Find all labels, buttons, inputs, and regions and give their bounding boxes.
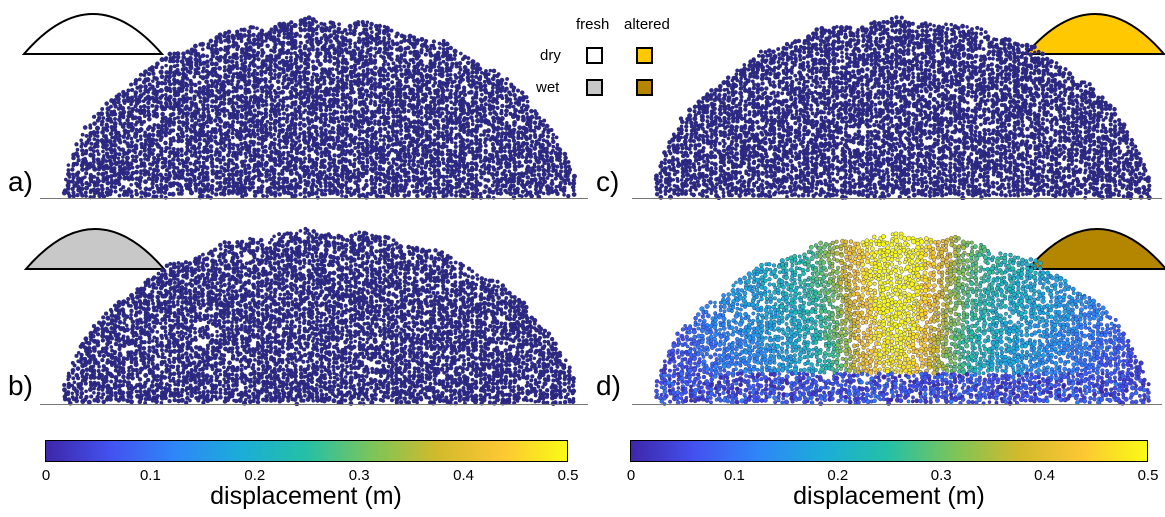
panel-b: b) (0, 215, 590, 415)
panel-d: d) (592, 215, 1165, 415)
colorbar-left: displacement (m) 0 0.1 0.2 0.3 0.4 0.5 (0, 430, 590, 517)
particle-pile-c (632, 15, 1162, 200)
pile-icon-b (24, 228, 166, 270)
swatch-dry-fresh (586, 47, 603, 64)
pile-icon-d (1026, 228, 1165, 270)
colorbar-tick-label: 0.3 (348, 467, 370, 484)
swatch-wet-altered (636, 79, 653, 96)
swatch-wet-fresh (586, 79, 603, 96)
legend-row-wet: wet (536, 79, 560, 96)
colorbar-tick-label: 0.4 (453, 467, 475, 484)
colorbar-tick-label: 0.2 (244, 467, 266, 484)
pile-icon-a (22, 13, 164, 55)
panel-label-b: b) (8, 370, 33, 401)
colorbar-gradient (630, 440, 1148, 462)
colorbar-tick-label: 0 (626, 467, 636, 484)
legend-row-dry: dry (540, 47, 561, 64)
pile-icon-c (1024, 13, 1165, 55)
legend-col-altered: altered (624, 16, 670, 33)
colorbar-right-bar (630, 440, 1148, 462)
colorbar-tick-label: 0.1 (723, 467, 745, 484)
colorbar-tick-label: 0.4 (1034, 467, 1056, 484)
colorbar-tick-label: 0.5 (557, 467, 579, 484)
particle-pile-b (40, 226, 588, 406)
colorbar-right-title: displacement (m) (793, 482, 985, 510)
colorbar-tick-label: 0.5 (1137, 467, 1159, 484)
colorbar-tick-label: 0.2 (827, 467, 849, 484)
colorbar-tick-label: 0.1 (139, 467, 161, 484)
panel-label-c: c) (596, 166, 620, 197)
panel-label-d: d) (596, 370, 621, 401)
colorbar-right: displacement (m) 0 0.1 0.2 0.3 0.4 0.5 (592, 430, 1165, 517)
legend-col-fresh: fresh (576, 16, 610, 33)
panel-label-a: a) (8, 166, 33, 197)
particle-pile-a (40, 15, 588, 200)
swatch-dry-altered (636, 47, 653, 64)
colorbar-tick-label: 0 (41, 467, 51, 484)
colorbar-tick-label: 0.3 (930, 467, 952, 484)
colorbar-left-title: displacement (m) (210, 482, 402, 510)
colorbar-left-bar (45, 440, 568, 462)
panel-c: c) (592, 0, 1165, 210)
particle-pile-d (632, 231, 1162, 406)
panel-a: a) (0, 0, 590, 210)
colorbar-gradient (45, 440, 568, 462)
material-legend: fresh altered dry wet (530, 10, 700, 105)
